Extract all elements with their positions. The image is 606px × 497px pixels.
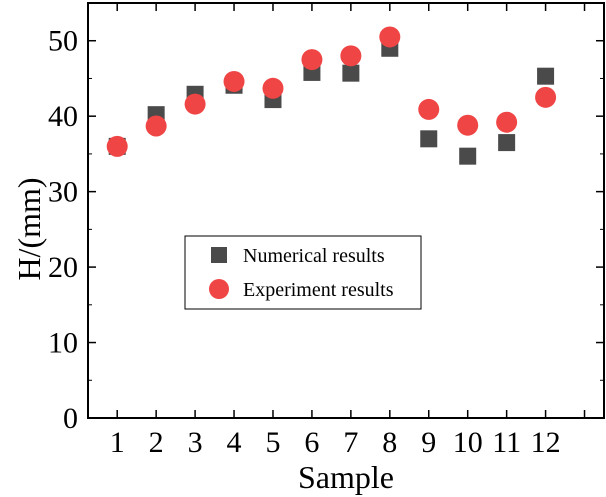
legend-label-numerical: Numerical results (243, 245, 385, 267)
y-axis-title: H/(mm) (11, 177, 47, 280)
plot-frame (87, 2, 605, 419)
experiment-point (418, 98, 440, 120)
x-tick-label: 6 (304, 426, 319, 459)
x-tick-label: 9 (421, 426, 436, 459)
x-tick-label: 11 (492, 426, 521, 459)
numerical-point (498, 134, 516, 152)
x-tick-label: 8 (382, 426, 397, 459)
experiment-point (262, 77, 284, 99)
experiment-point (301, 49, 323, 71)
y-tick-label: 20 (48, 251, 78, 284)
experiment-point (535, 86, 557, 108)
x-tick-label: 3 (188, 426, 203, 459)
experiment-point (379, 26, 401, 48)
x-tick-label: 1 (110, 426, 125, 459)
x-tick-label: 2 (149, 426, 164, 459)
y-tick-label: 0 (63, 402, 78, 435)
y-tick-label: 30 (48, 176, 78, 209)
x-tick-label: 5 (265, 426, 280, 459)
x-tick-label: 10 (453, 426, 483, 459)
x-tick-label: 4 (227, 426, 242, 459)
legend-square-marker (211, 247, 227, 263)
experiment-point (184, 93, 206, 115)
experiment-point (106, 135, 128, 157)
x-tick-label: 12 (531, 426, 561, 459)
numerical-point (459, 147, 477, 165)
experiment-point (145, 115, 167, 137)
x-axis-title: Sample (298, 459, 394, 495)
y-tick-label: 50 (48, 25, 78, 58)
experiment-point (496, 111, 518, 133)
experiment-point (340, 45, 362, 67)
y-tick-label: 10 (48, 327, 78, 360)
legend-label-experiment: Experiment results (243, 279, 394, 301)
x-tick-label: 7 (343, 426, 358, 459)
numerical-point (420, 130, 438, 148)
legend: Numerical results Experiment results (184, 235, 422, 310)
experiment-point (457, 114, 479, 136)
legend-circle-marker (209, 279, 229, 299)
experiment-point (223, 70, 245, 92)
numerical-point (342, 64, 360, 82)
y-tick-label: 40 (48, 100, 78, 133)
numerical-point (537, 67, 555, 85)
